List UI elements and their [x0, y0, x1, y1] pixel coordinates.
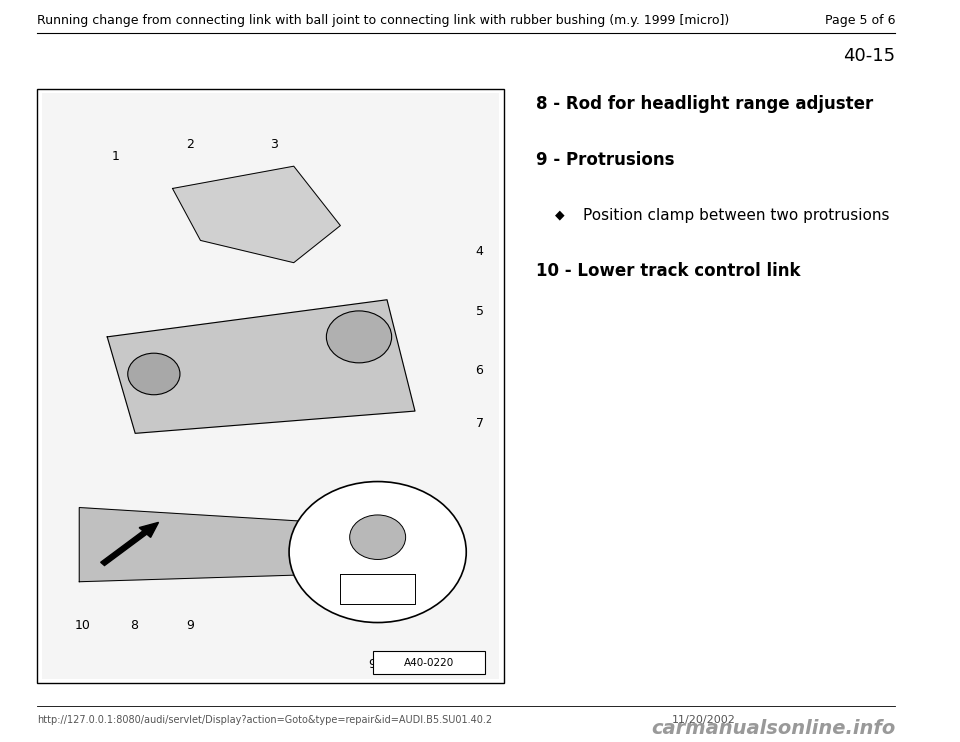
- Polygon shape: [108, 300, 415, 433]
- Polygon shape: [80, 508, 322, 582]
- Text: 6: 6: [475, 364, 484, 377]
- Circle shape: [289, 482, 467, 623]
- Bar: [42, 93, 499, 679]
- Text: 40-15: 40-15: [843, 47, 895, 65]
- Text: ◆: ◆: [555, 209, 564, 222]
- Polygon shape: [173, 166, 341, 263]
- Text: 5: 5: [475, 305, 484, 318]
- Text: 2: 2: [186, 139, 194, 151]
- Text: A40-0220: A40-0220: [404, 657, 454, 668]
- FancyArrow shape: [101, 522, 158, 565]
- Text: Page 5 of 6: Page 5 of 6: [825, 14, 895, 27]
- Circle shape: [326, 311, 392, 363]
- Text: http://127.0.0.1:8080/audi/servlet/Display?action=Goto&type=repair&id=AUDI.B5.SU: http://127.0.0.1:8080/audi/servlet/Displ…: [37, 715, 492, 725]
- Text: 7: 7: [475, 418, 484, 430]
- Text: carmanualsonline.info: carmanualsonline.info: [651, 719, 895, 738]
- Text: 1: 1: [112, 151, 120, 163]
- Text: 4: 4: [475, 246, 484, 258]
- Text: 11/20/2002: 11/20/2002: [671, 715, 735, 725]
- Text: 9 - Protrusions: 9 - Protrusions: [537, 151, 675, 168]
- Circle shape: [349, 515, 406, 559]
- Circle shape: [128, 353, 180, 395]
- Bar: [37, 89, 504, 683]
- Text: 9: 9: [369, 658, 376, 671]
- Text: Running change from connecting link with ball joint to connecting link with rubb: Running change from connecting link with…: [37, 14, 730, 27]
- Text: 3: 3: [271, 139, 278, 151]
- Bar: [373, 651, 485, 674]
- Text: 9: 9: [186, 620, 194, 632]
- Text: 8 - Rod for headlight range adjuster: 8 - Rod for headlight range adjuster: [537, 95, 874, 113]
- Text: 8: 8: [131, 620, 138, 632]
- Text: 10: 10: [75, 620, 90, 632]
- Text: Position clamp between two protrusions: Position clamp between two protrusions: [583, 208, 889, 223]
- Text: 10 - Lower track control link: 10 - Lower track control link: [537, 262, 801, 280]
